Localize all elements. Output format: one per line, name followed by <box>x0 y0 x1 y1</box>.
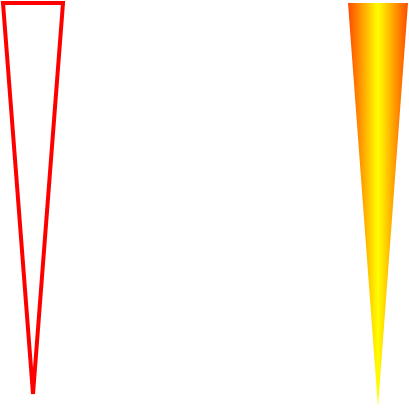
outline-triangle-shape <box>0 1 66 395</box>
gradient-triangle-shape <box>348 3 408 407</box>
